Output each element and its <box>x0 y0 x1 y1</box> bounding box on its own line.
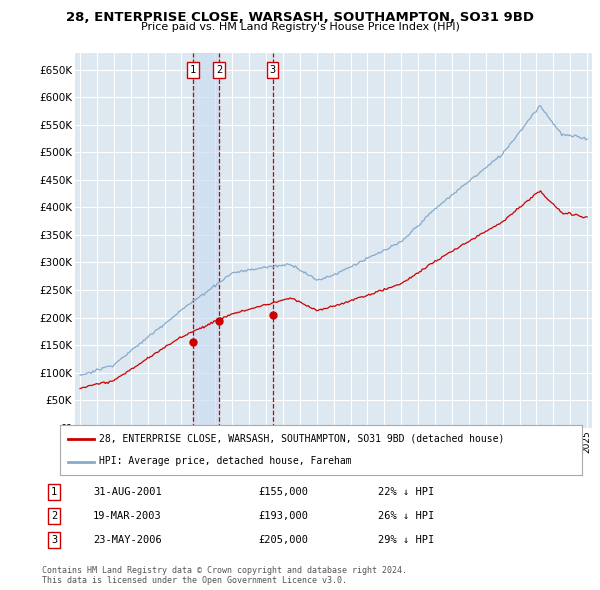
Text: 3: 3 <box>269 65 276 75</box>
Text: 23-MAY-2006: 23-MAY-2006 <box>93 535 162 545</box>
Text: 1: 1 <box>51 487 57 497</box>
Text: 19-MAR-2003: 19-MAR-2003 <box>93 511 162 521</box>
Text: 3: 3 <box>51 535 57 545</box>
Text: £205,000: £205,000 <box>258 535 308 545</box>
Text: £193,000: £193,000 <box>258 511 308 521</box>
Text: 1: 1 <box>190 65 196 75</box>
Text: Price paid vs. HM Land Registry's House Price Index (HPI): Price paid vs. HM Land Registry's House … <box>140 22 460 32</box>
Text: 2: 2 <box>51 511 57 521</box>
Text: 29% ↓ HPI: 29% ↓ HPI <box>378 535 434 545</box>
Text: Contains HM Land Registry data © Crown copyright and database right 2024.
This d: Contains HM Land Registry data © Crown c… <box>42 566 407 585</box>
Text: 28, ENTERPRISE CLOSE, WARSASH, SOUTHAMPTON, SO31 9BD: 28, ENTERPRISE CLOSE, WARSASH, SOUTHAMPT… <box>66 11 534 24</box>
Text: 22% ↓ HPI: 22% ↓ HPI <box>378 487 434 497</box>
Text: 28, ENTERPRISE CLOSE, WARSASH, SOUTHAMPTON, SO31 9BD (detached house): 28, ENTERPRISE CLOSE, WARSASH, SOUTHAMPT… <box>99 434 505 444</box>
Text: 31-AUG-2001: 31-AUG-2001 <box>93 487 162 497</box>
Text: HPI: Average price, detached house, Fareham: HPI: Average price, detached house, Fare… <box>99 457 352 467</box>
Text: 2: 2 <box>216 65 222 75</box>
Text: £155,000: £155,000 <box>258 487 308 497</box>
Bar <box>193 53 219 428</box>
Text: 26% ↓ HPI: 26% ↓ HPI <box>378 511 434 521</box>
